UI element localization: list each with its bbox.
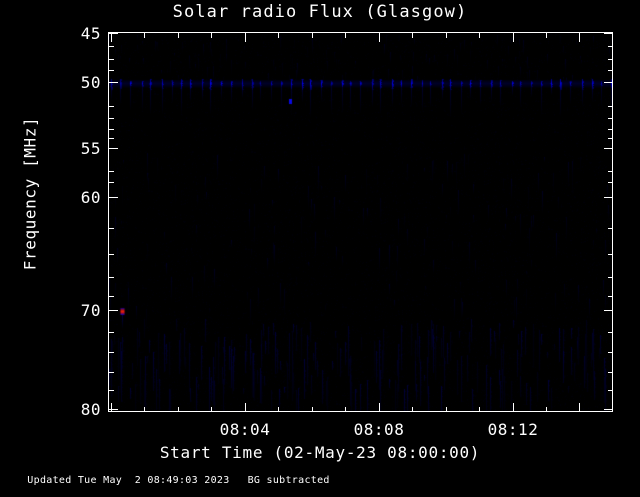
y-tick-minor (109, 390, 114, 391)
y-tick-minor (109, 138, 114, 139)
y-tick-minor (109, 46, 114, 47)
bg-subtracted-note: BG subtracted (247, 475, 330, 486)
y-tick-mark (604, 409, 613, 410)
y-tick-minor (109, 129, 114, 130)
x-tick-minor (446, 33, 447, 38)
x-tick-minor (546, 407, 547, 412)
y-tick-minor (109, 332, 114, 333)
y-tick-label-60: 60 (80, 188, 101, 207)
x-tick-minor (278, 33, 279, 38)
y-tick-minor (608, 277, 613, 278)
x-tick-minor (412, 407, 413, 412)
y-tick-label-70: 70 (80, 301, 101, 320)
updated-timestamp: Updated Tue May 2 08:49:03 2023 (27, 475, 230, 486)
x-tick-minor (211, 407, 212, 412)
y-tick-minor (608, 182, 613, 183)
spectrogram-canvas (109, 33, 612, 411)
x-tick-minor (345, 33, 346, 38)
y-tick-minor (608, 332, 613, 333)
x-tick-minor (446, 407, 447, 412)
x-tick-mark (245, 33, 246, 42)
x-tick-minor (412, 33, 413, 38)
y-tick-mark (604, 148, 613, 149)
x-tick-minor (479, 407, 480, 412)
y-tick-label-50: 50 (80, 73, 101, 92)
x-axis-label: Start Time (02-May-23 08:00:00) (159, 443, 481, 462)
x-tick-mark (379, 33, 380, 42)
y-tick-minor (608, 352, 613, 353)
y-tick-minor (109, 228, 114, 229)
x-tick-mark (513, 403, 514, 412)
y-tick-minor (608, 118, 613, 119)
y-tick-mark (109, 148, 118, 149)
y-tick-minor (608, 106, 613, 107)
x-tick-mark (245, 403, 246, 412)
y-tick-mark (604, 82, 613, 83)
y-tick-minor (608, 228, 613, 229)
y-tick-mark (109, 409, 118, 410)
y-tick-minor (608, 59, 613, 60)
solar-spectrogram-page: Solar radio Flux (Glasgow) Frequency [MH… (20, 2, 613, 486)
y-tick-minor (109, 352, 114, 353)
x-tick-minor (312, 407, 313, 412)
x-tick-label-08-12: 08:12 (487, 420, 539, 439)
x-tick-minor (178, 33, 179, 38)
x-tick-minor (479, 33, 480, 38)
x-tick-minor (579, 407, 580, 412)
y-tick-minor (109, 296, 114, 297)
y-tick-mark (604, 197, 613, 198)
plot-frame (108, 32, 613, 412)
x-tick-minor (345, 407, 346, 412)
y-tick-minor (608, 171, 613, 172)
x-tick-minor (312, 33, 313, 38)
y-tick-minor (109, 70, 114, 71)
y-tick-minor (109, 106, 114, 107)
y-tick-minor (109, 171, 114, 172)
y-tick-minor (109, 372, 114, 373)
x-tick-minor (178, 407, 179, 412)
y-tick-minor (109, 59, 114, 60)
x-tick-label-08-04: 08:04 (219, 420, 271, 439)
x-tick-mark (379, 403, 380, 412)
y-tick-mark (604, 310, 613, 311)
y-tick-label-55: 55 (80, 139, 101, 158)
y-tick-minor (608, 46, 613, 47)
x-tick-minor (278, 407, 279, 412)
y-tick-mark (109, 310, 118, 311)
page-title: Solar radio Flux (Glasgow) (172, 2, 468, 22)
x-tick-minor (144, 33, 145, 38)
x-tick-minor (211, 33, 212, 38)
y-tick-minor (109, 118, 114, 119)
footer-status: Updated Tue May 2 08:49:03 2023 BG subtra… (2, 464, 330, 497)
y-tick-minor (608, 70, 613, 71)
x-tick-minor (144, 407, 145, 412)
x-tick-label-08-08: 08:08 (353, 420, 405, 439)
y-tick-label-80: 80 (80, 400, 101, 419)
y-tick-label-45: 45 (80, 24, 101, 43)
y-tick-mark (109, 197, 118, 198)
y-tick-minor (109, 277, 114, 278)
x-tick-minor (546, 33, 547, 38)
y-tick-minor (608, 296, 613, 297)
y-tick-minor (109, 254, 114, 255)
x-tick-mark (513, 33, 514, 42)
y-tick-minor (608, 138, 613, 139)
y-tick-mark (109, 33, 118, 34)
x-tick-minor (579, 33, 580, 38)
y-tick-minor (608, 372, 613, 373)
y-tick-minor (109, 182, 114, 183)
x-tick-minor (111, 407, 112, 412)
x-tick-minor (111, 33, 112, 38)
y-tick-minor (608, 390, 613, 391)
y-tick-mark (109, 82, 118, 83)
y-tick-minor (608, 254, 613, 255)
y-tick-mark (604, 33, 613, 34)
y-tick-minor (608, 129, 613, 130)
